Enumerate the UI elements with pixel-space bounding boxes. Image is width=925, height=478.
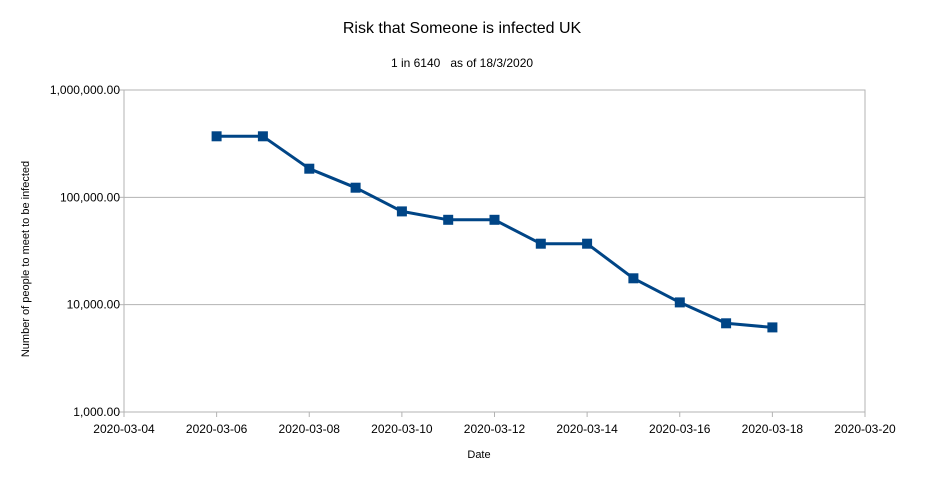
data-point bbox=[304, 163, 315, 174]
data-point bbox=[767, 322, 778, 333]
data-point bbox=[489, 214, 500, 225]
y-tick-label: 10,000.00 bbox=[67, 298, 121, 312]
x-tick-label: 2020-03-12 bbox=[464, 422, 526, 436]
y-axis-label: Number of people to meet to be infected bbox=[20, 161, 32, 357]
x-axis-label: Date bbox=[467, 449, 490, 461]
data-point bbox=[582, 238, 593, 249]
x-axis-ticks: 2020-03-04 2020-03-06 2020-03-08 2020-03-10… bbox=[93, 412, 896, 436]
x-tick-label: 2020-03-08 bbox=[279, 422, 341, 436]
x-tick-label: 2020-03-18 bbox=[742, 422, 804, 436]
x-tick-label: 2020-03-14 bbox=[556, 422, 618, 436]
chart-subtitle: 1 in 6140 as of 18/3/2020 bbox=[391, 56, 533, 70]
x-tick-label: 2020-03-04 bbox=[93, 422, 155, 436]
data-point bbox=[211, 131, 222, 142]
y-tick-label: 1,000.00 bbox=[73, 405, 120, 419]
x-tick-label: 2020-03-20 bbox=[834, 422, 896, 436]
y-tick-label: 1,000,000.00 bbox=[50, 83, 120, 97]
data-point bbox=[350, 182, 361, 193]
data-point bbox=[257, 131, 268, 142]
data-point bbox=[628, 273, 639, 284]
x-tick-label: 2020-03-16 bbox=[649, 422, 711, 436]
data-point bbox=[396, 206, 407, 217]
data-point bbox=[721, 318, 732, 329]
data-point bbox=[443, 214, 454, 225]
x-tick-label: 2020-03-10 bbox=[371, 422, 433, 436]
y-tick-label: 100,000.00 bbox=[60, 190, 120, 204]
y-axis-ticks: 1,000.00 10,000.00 100,000.00 1,000,000.00 bbox=[50, 83, 124, 419]
data-point bbox=[674, 297, 685, 308]
data-point bbox=[535, 238, 546, 249]
x-tick-label: 2020-03-06 bbox=[186, 422, 248, 436]
series-layer bbox=[211, 131, 778, 333]
chart-title: Risk that Someone is infected UK bbox=[343, 20, 582, 37]
